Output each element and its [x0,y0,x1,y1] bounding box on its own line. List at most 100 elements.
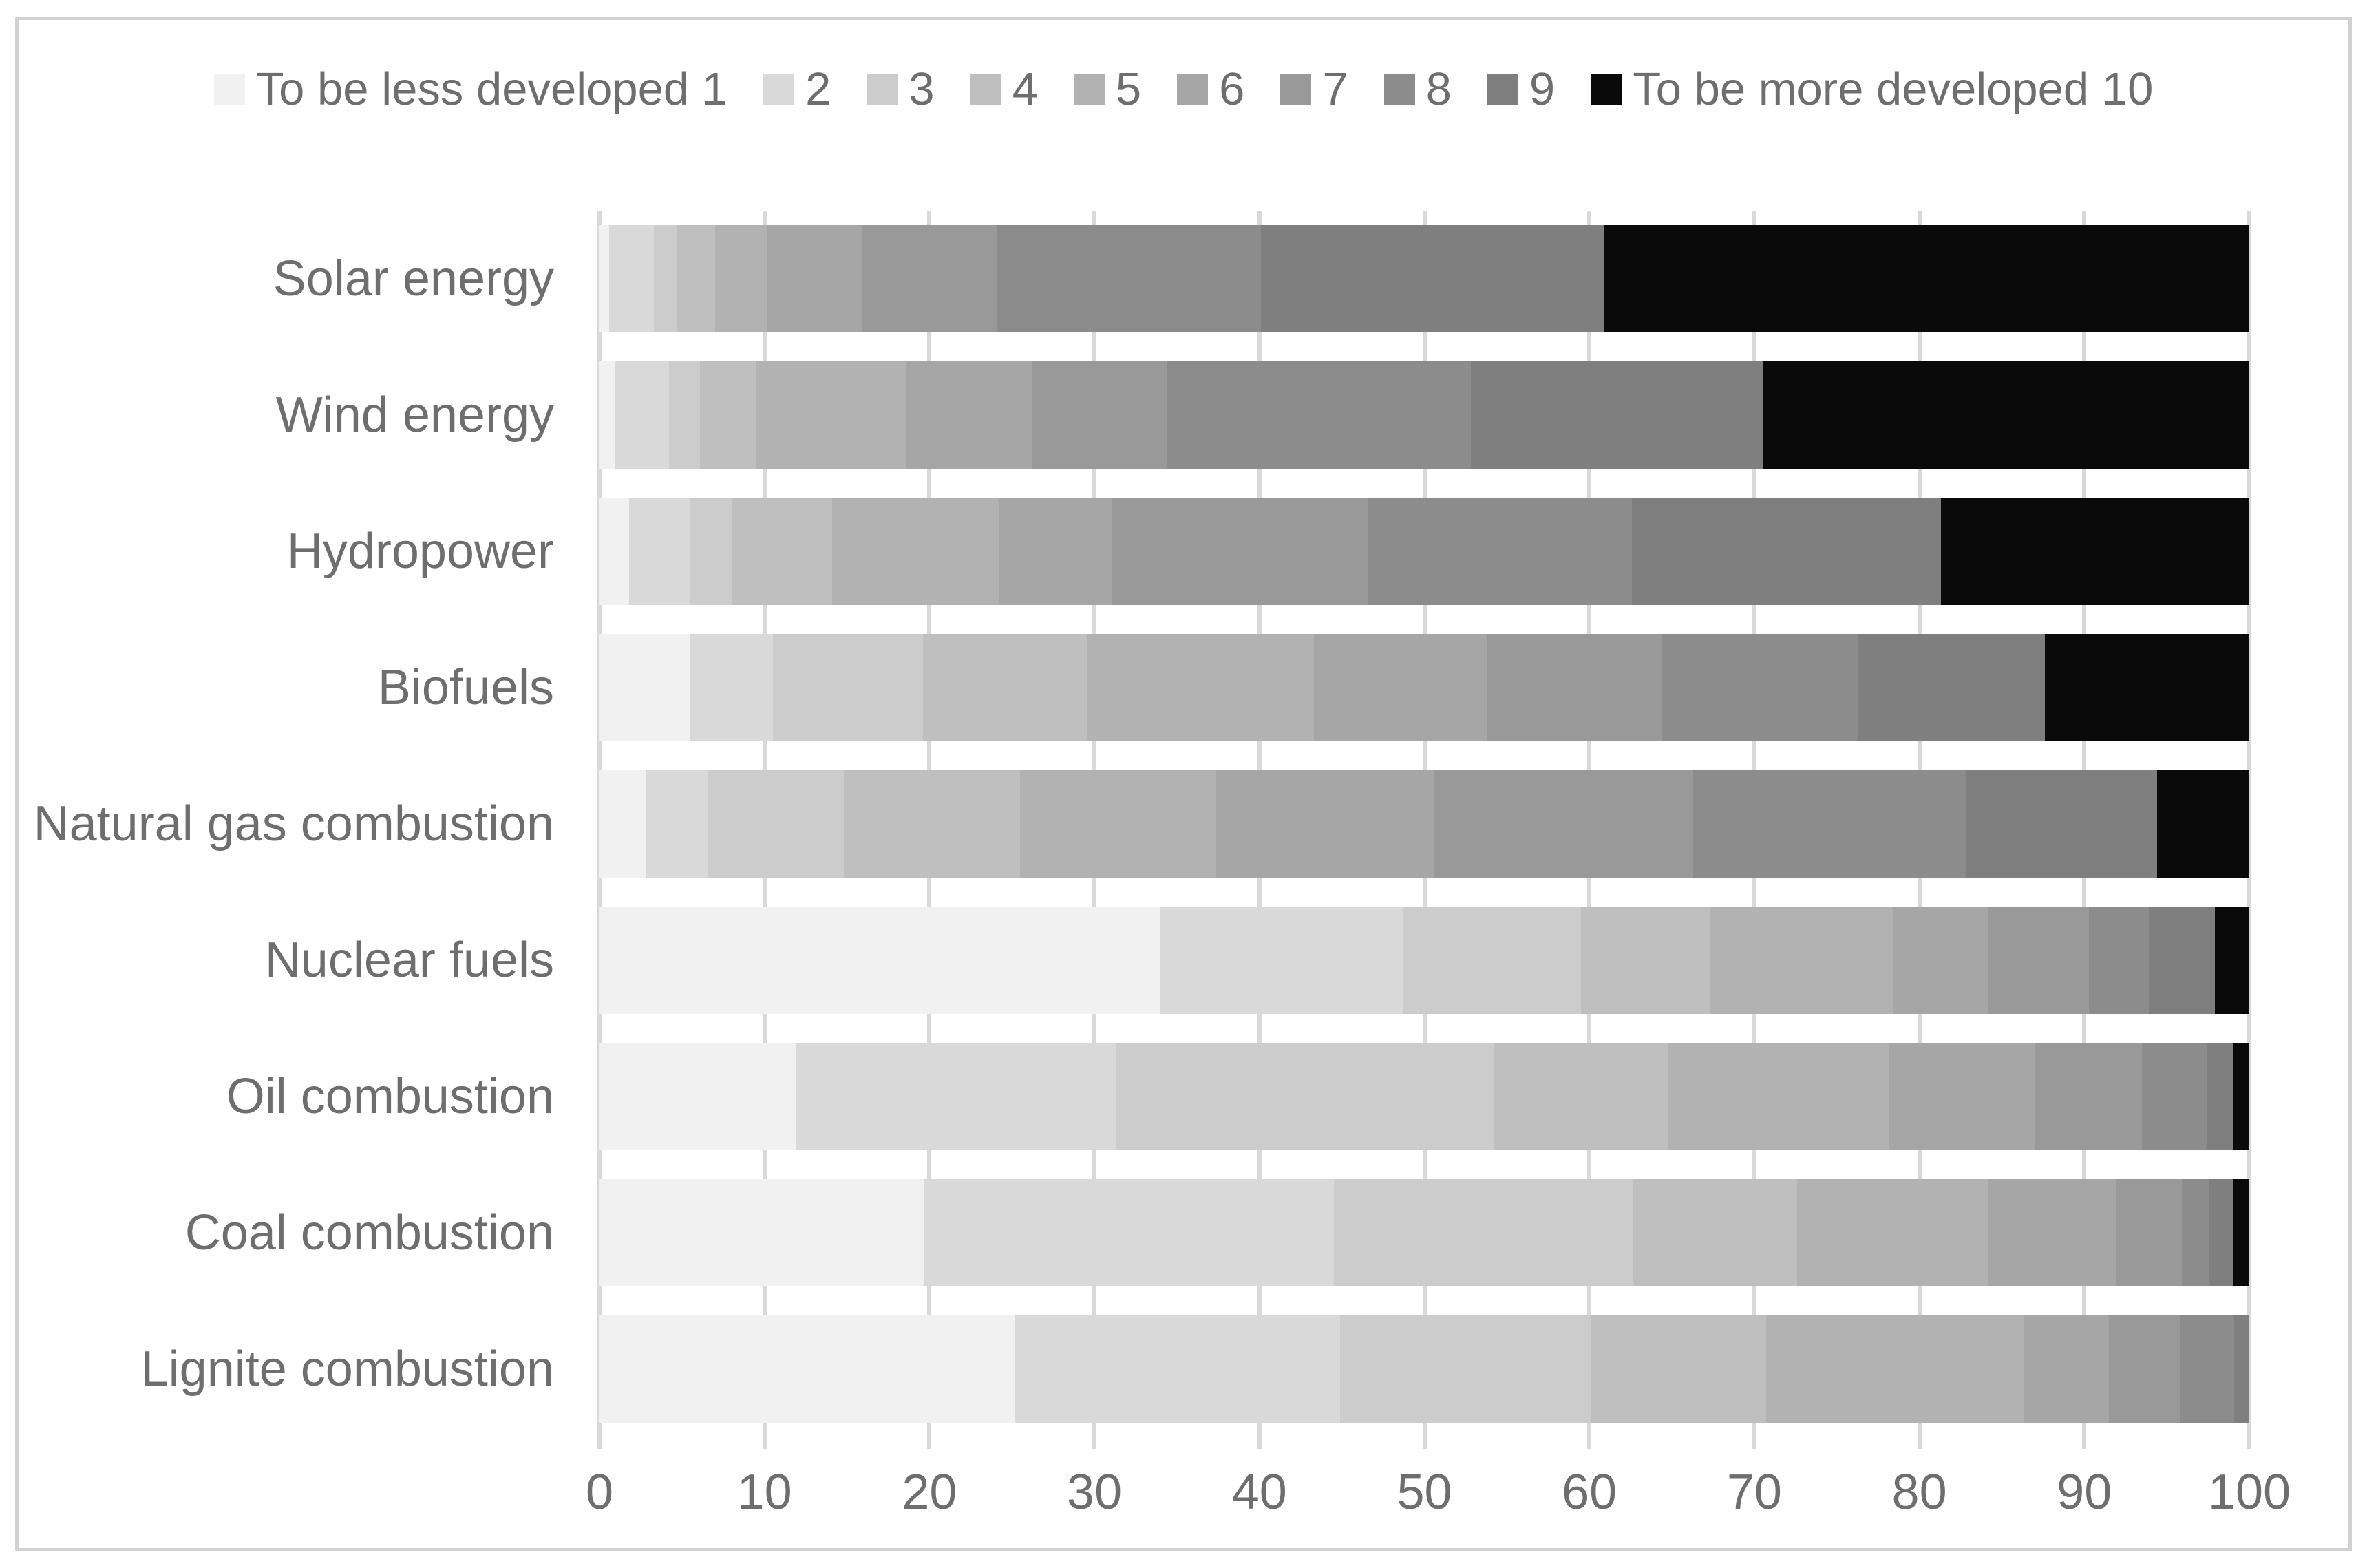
axis-tick [1257,1437,1262,1449]
legend-label: 4 [1012,63,1038,115]
category-label: Solar energy [273,251,554,306]
bar-segment [1313,634,1487,741]
bar-segment [772,634,923,741]
legend-swatch [1487,74,1518,105]
bar-segment [831,498,999,605]
bar-row: Wind energy [276,347,2249,483]
bar-segment [1160,907,1403,1014]
legend-item: To be less developed 1 [213,63,728,115]
axis-tick [2082,1437,2087,1449]
category-label: Wind energy [275,388,554,443]
x-tick-label: 100 [2207,1465,2291,1520]
bar-segment [1940,498,2249,605]
bar-row: Coal combustion [185,1165,2249,1301]
legend: To be less developed 1 2 3 4 5 6 7 8 9 To be more… [0,66,2367,112]
bar-segment [843,770,1021,878]
stacked-bar [599,225,2249,332]
bar-segment [700,361,756,469]
bar-row: Solar energy [273,211,2249,347]
legend-label: To be more developed 10 [1633,63,2154,115]
bar-segment [668,361,701,469]
axis-tick [1917,1437,1922,1449]
bar-segment [767,225,862,332]
legend-item: 9 [1487,66,1555,112]
bar-segment [924,1179,1334,1286]
category-label: Coal combustion [184,1205,554,1260]
bar-segment [629,498,690,605]
bar-segment [2180,1315,2235,1423]
bar-rows: Solar energy Wind energy Hydropower Biofuel… [34,211,2249,1437]
bar-segment [2181,1179,2210,1286]
category-label: Oil combustion [226,1069,554,1124]
bar-segment [2232,1179,2249,1286]
legend-item: To be more developed 10 [1591,66,2153,112]
axis-tick [1587,1437,1592,1449]
bar-segment [1632,1179,1798,1286]
bar-segment [599,225,610,332]
legend-swatch [1383,74,1415,105]
gridline [2247,211,2251,1437]
bar-segment [1167,361,1471,469]
bar-segment [1581,907,1710,1014]
bar-segment [1858,634,2045,741]
bar-segment [614,361,669,469]
stacked-bar [599,1179,2249,1286]
bar-segment [609,225,655,332]
bar-segment [1116,1043,1494,1150]
category-label: Biofuels [377,660,554,715]
x-tick-label: 10 [736,1465,792,1520]
bar-segment [1988,907,2090,1014]
bar-row: Oil combustion [226,1028,2249,1165]
legend-label: To be less developed 1 [255,63,728,115]
bar-segment [2232,1043,2249,1150]
bar-segment [1988,1179,2116,1286]
bar-segment [1403,907,1582,1014]
x-tick-label: 50 [1397,1465,1452,1520]
bar-segment [922,634,1088,741]
bar-segment [1668,1043,1890,1150]
axis-tick [2247,1437,2251,1449]
legend-label: 6 [1219,63,1245,115]
bar-segment [599,634,690,741]
bar-segment [2234,1315,2249,1423]
bar-segment [708,770,844,878]
bar-segment [862,225,997,332]
x-tick-label: 40 [1231,1465,1287,1520]
bar-segment [2109,1315,2180,1423]
x-tick-label: 70 [1726,1465,1782,1520]
bar-segment [731,498,832,605]
category-label: Lignite combustion [140,1342,554,1397]
bar-segment [599,1179,925,1286]
category-label: Natural gas combustion [33,796,554,851]
bar-row: Hydropower [287,483,2249,619]
legend-label: 3 [909,63,935,115]
category-label: Nuclear fuels [264,933,554,988]
bar-segment [906,361,1032,469]
stacked-bar [599,361,2249,469]
bar-segment [646,770,709,878]
bar-segment [1112,498,1368,605]
bar-row: Biofuels [378,619,2249,756]
bar-segment [1604,225,2249,332]
bar-segment [1340,1315,1591,1423]
legend-label: 9 [1529,63,1556,115]
legend-item: 7 [1280,66,1348,112]
x-tick-label: 0 [585,1465,614,1520]
bar-segment [599,498,630,605]
legend-item: 3 [867,63,935,115]
bar-segment [1889,1043,2035,1150]
bar-segment [2209,1179,2233,1286]
bar-segment [2089,907,2149,1014]
bar-segment [1368,498,1633,605]
x-tick-label: 30 [1067,1465,1123,1520]
stacked-bar [599,1315,2249,1423]
stacked-bar [599,498,2249,605]
bar-segment [1693,770,1966,878]
bar-segment [1710,907,1893,1014]
axis-tick [1422,1437,1427,1449]
x-tick-label: 80 [1891,1465,1947,1520]
legend-swatch [970,74,1001,105]
axis-tick [927,1437,932,1449]
bar-segment [1494,1043,1669,1150]
bar-segment [599,1043,796,1150]
